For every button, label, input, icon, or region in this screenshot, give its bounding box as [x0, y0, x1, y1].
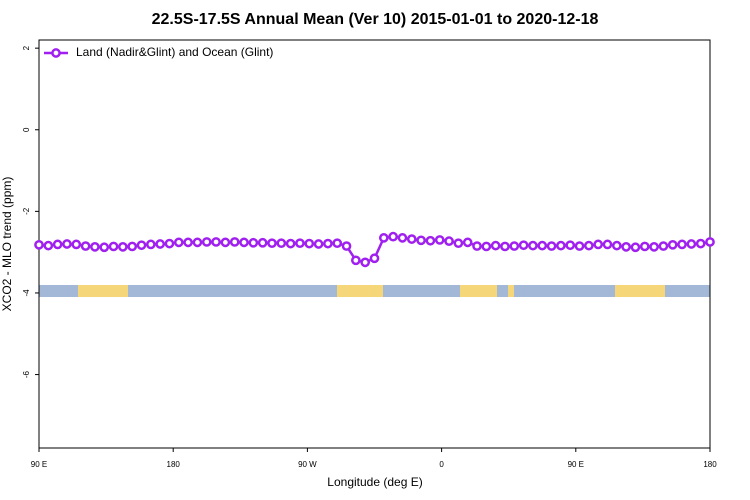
- x-tick-label: 90 E: [31, 460, 47, 469]
- point: [593, 239, 604, 250]
- point: [118, 242, 128, 252]
- point: [444, 236, 454, 246]
- point: [285, 238, 296, 249]
- point: [472, 241, 482, 251]
- x-tick-label: 180: [703, 460, 717, 469]
- y-tick-label: -2: [22, 207, 31, 215]
- x-axis-label: Longitude (deg E): [327, 475, 422, 489]
- x-tick-label: 90 E: [568, 460, 584, 469]
- point: [621, 242, 631, 252]
- point: [583, 240, 594, 251]
- point: [649, 242, 659, 252]
- point: [71, 239, 82, 250]
- point: [164, 238, 175, 249]
- point: [667, 239, 678, 250]
- point: [406, 234, 417, 244]
- point: [518, 240, 529, 251]
- point: [248, 237, 259, 248]
- point: [108, 241, 119, 252]
- point: [183, 237, 193, 248]
- point: [155, 239, 166, 249]
- point: [546, 241, 557, 251]
- point: [43, 240, 54, 251]
- y-tick-label: -6: [22, 370, 31, 378]
- chart-title: 22.5S-17.5S Annual Mean (Ver 10) 2015-01…: [152, 11, 599, 28]
- point: [481, 241, 492, 252]
- point: [90, 242, 100, 252]
- point: [192, 237, 203, 248]
- point: [630, 242, 641, 253]
- point: [602, 239, 613, 250]
- point: [304, 238, 315, 249]
- point: [295, 238, 305, 249]
- x-tick-label: 0: [439, 460, 444, 469]
- point: [80, 241, 91, 251]
- point: [62, 239, 72, 249]
- point: [565, 240, 576, 251]
- point: [341, 241, 352, 251]
- point: [425, 235, 436, 246]
- legend-label: Land (Nadir&Glint) and Ocean (Glint): [76, 45, 273, 59]
- point: [369, 253, 380, 264]
- point: [378, 233, 389, 243]
- x-tick-label: 180: [167, 460, 181, 469]
- point: [528, 240, 538, 251]
- point: [490, 240, 501, 251]
- point: [639, 241, 650, 252]
- point: [360, 257, 371, 268]
- point: [239, 237, 249, 248]
- point: [220, 237, 231, 248]
- point: [229, 237, 240, 247]
- point: [677, 239, 687, 250]
- point: [201, 237, 212, 247]
- point: [52, 239, 63, 250]
- y-tick-label: 2: [22, 45, 31, 50]
- point: [173, 237, 184, 248]
- point: [686, 239, 697, 249]
- y-tick-label: -4: [22, 289, 31, 297]
- point: [574, 241, 585, 251]
- point: [145, 239, 156, 250]
- y-axis-label: XCO2 - MLO trend (ppm): [0, 177, 14, 312]
- point: [537, 240, 548, 251]
- point: [397, 233, 408, 243]
- point: [500, 241, 510, 252]
- point: [99, 242, 110, 253]
- point: [434, 235, 445, 245]
- point: [416, 235, 426, 246]
- point: [267, 238, 277, 249]
- legend-marker: [51, 48, 61, 58]
- point: [34, 239, 44, 250]
- point: [276, 238, 287, 249]
- land-ocean-strip: [39, 285, 710, 297]
- point: [705, 237, 715, 247]
- point: [388, 231, 398, 242]
- point: [453, 238, 464, 249]
- point: [211, 237, 221, 247]
- point: [351, 255, 361, 266]
- point: [127, 241, 138, 252]
- point: [257, 237, 268, 248]
- point: [462, 237, 473, 248]
- point: [556, 240, 566, 251]
- point: [323, 238, 333, 249]
- point: [136, 240, 147, 251]
- point: [509, 241, 520, 251]
- point: [658, 241, 669, 251]
- point: [313, 239, 324, 249]
- point: [695, 238, 706, 249]
- x-tick-label: 90 W: [298, 460, 317, 469]
- point: [332, 238, 343, 249]
- point: [611, 240, 622, 251]
- y-tick-label: 0: [22, 127, 31, 132]
